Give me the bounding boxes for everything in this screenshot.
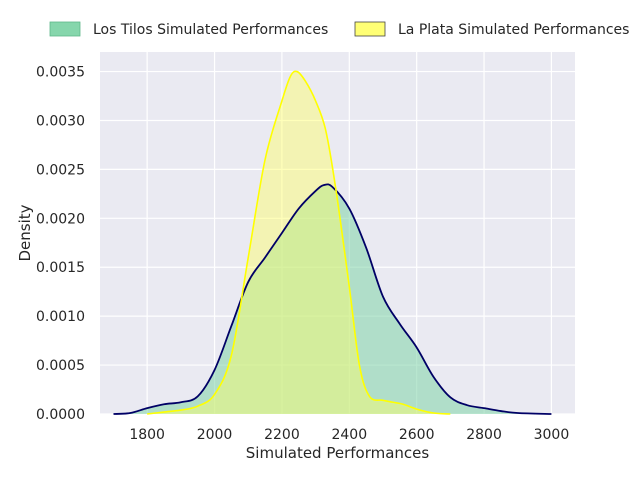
y-tick-label: 0.0000 — [36, 407, 85, 423]
y-axis-label: Density — [16, 204, 34, 261]
series-1-line — [147, 70, 451, 415]
x-tick-label: 2400 — [331, 427, 367, 443]
legend-label-0: Los Tilos Simulated Performances — [93, 22, 328, 38]
tick-labels: 1800 2000 2200 2400 2600 2800 3000 0.0000 0.0005… — [36, 65, 569, 443]
legend-swatch-0 — [49, 21, 81, 37]
legend-swatch-1 — [354, 21, 386, 37]
legend-label-1: La Plata Simulated Performances — [398, 22, 629, 38]
y-tick-label: 0.0010 — [36, 309, 85, 325]
x-tick-label: 2000 — [197, 427, 233, 443]
series-0-area — [113, 184, 552, 414]
y-tick-label: 0.0025 — [36, 162, 85, 178]
x-tick-label: 2800 — [466, 427, 502, 443]
legend: Los Tilos Simulated Performances La Plata… — [49, 21, 629, 38]
y-tick-label: 0.0015 — [36, 260, 85, 276]
series-1-area — [147, 71, 451, 415]
x-tick-label: 1800 — [129, 427, 165, 443]
series-0-line — [113, 183, 552, 415]
x-axis-label: Simulated Performances — [246, 444, 430, 462]
y-tick-label: 0.0005 — [36, 358, 85, 374]
x-tick-label: 2200 — [264, 427, 300, 443]
y-tick-label: 0.0020 — [36, 211, 85, 227]
y-tick-label: 0.0035 — [36, 65, 85, 81]
x-tick-label: 2600 — [399, 427, 435, 443]
y-tick-label: 0.0030 — [36, 113, 85, 129]
x-tick-label: 3000 — [534, 427, 570, 443]
series-layer — [113, 70, 552, 415]
